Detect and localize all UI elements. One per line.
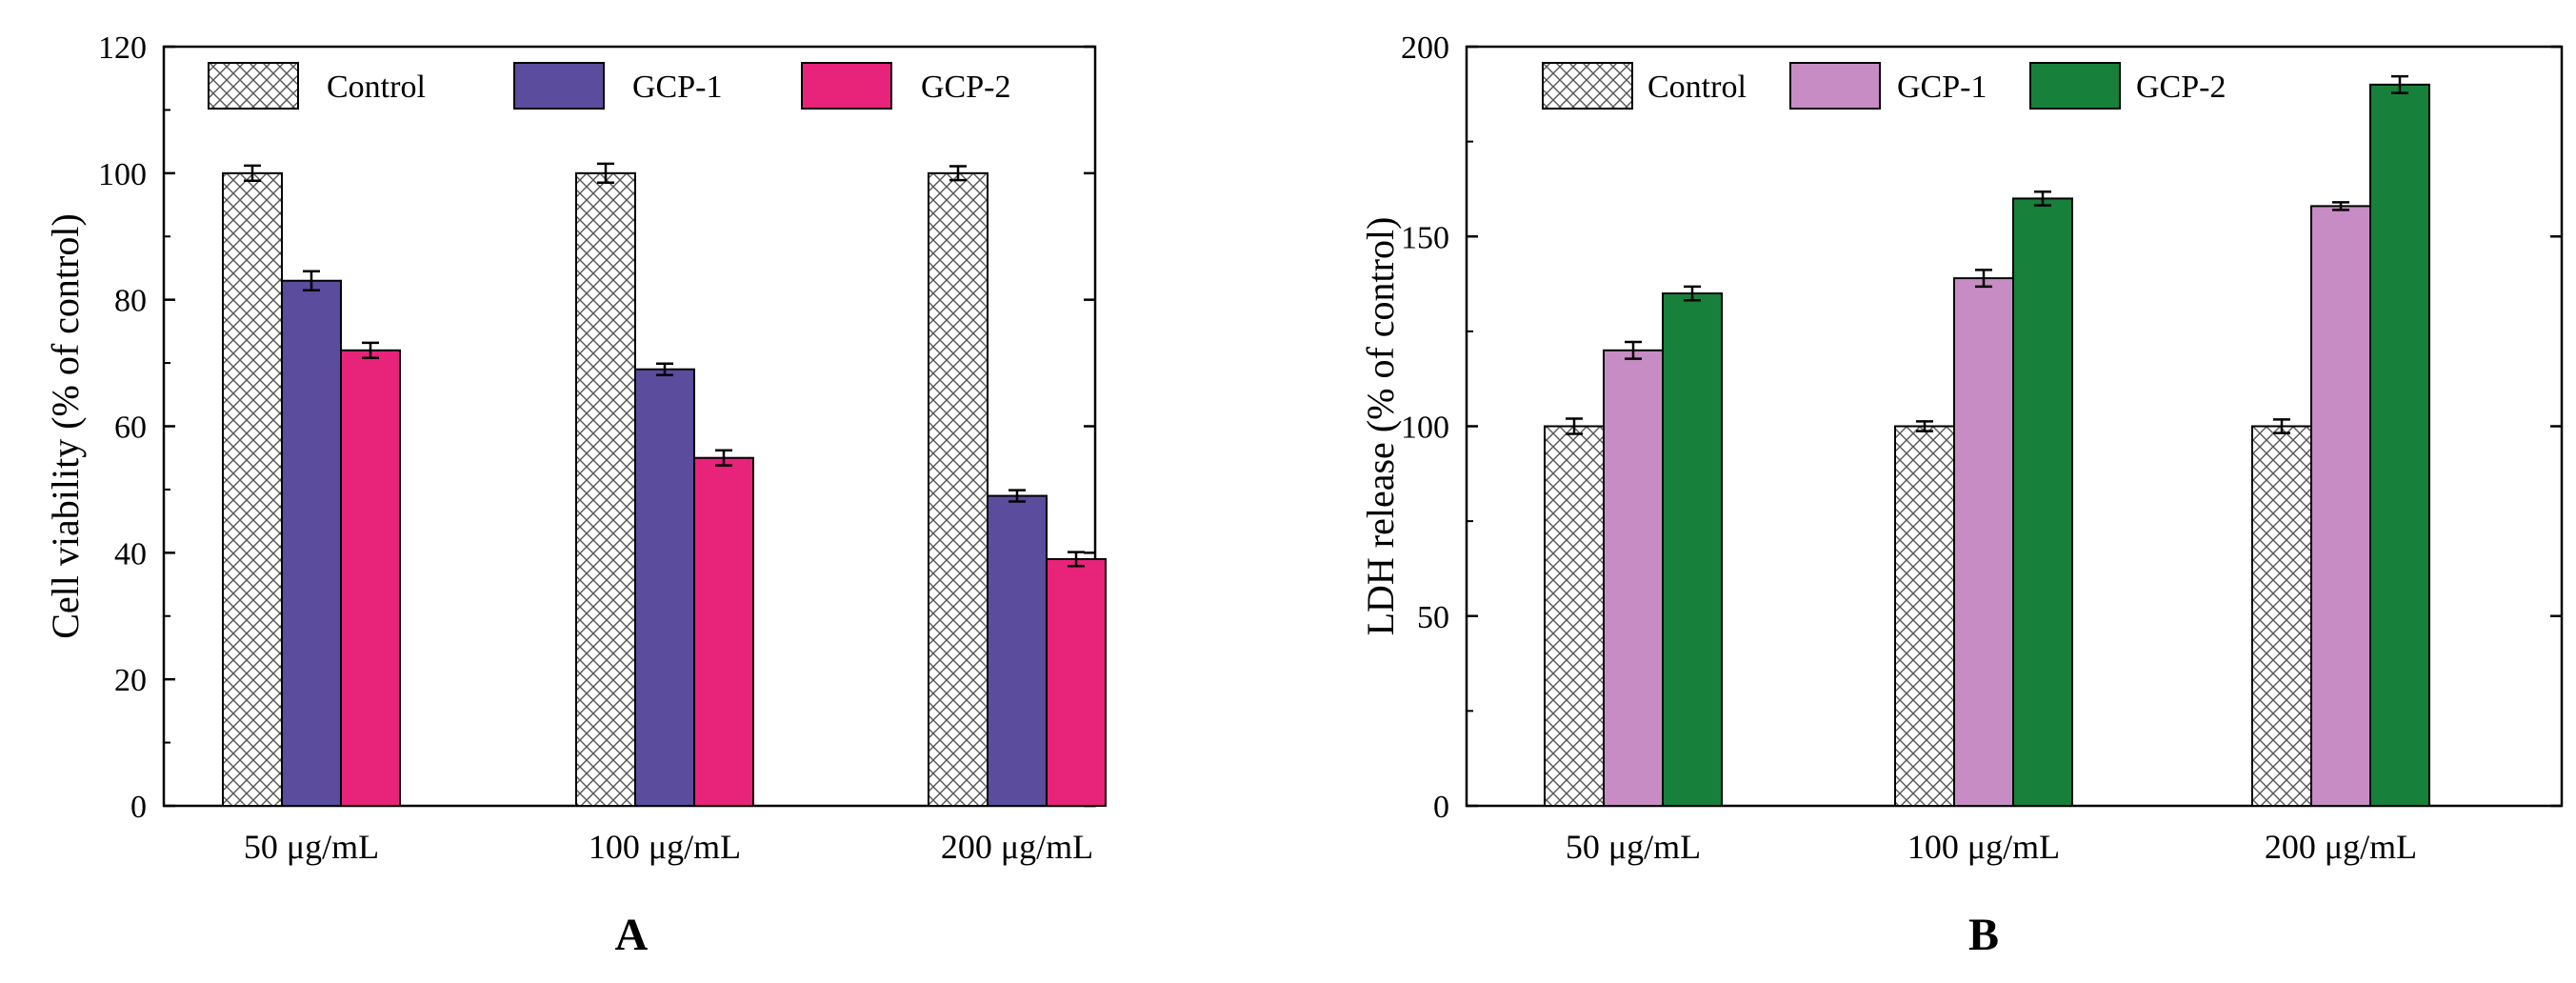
y-tick-label: 200 [1401,30,1449,66]
legend-label: GCP-1 [1897,70,1987,105]
legend-swatch-gcp-1 [1789,62,1881,110]
bar-control [2251,425,2312,807]
y-tick-label: 100 [98,157,147,192]
bar-control [1544,425,1605,807]
x-category-label: 100 μg/mL [1907,828,2060,866]
x-category-label: 50 μg/mL [244,828,379,866]
legend-label: GCP-2 [921,70,1010,105]
bar-gcp-1 [634,368,695,807]
bar-gcp-1 [1603,349,1664,807]
legend-swatch-gcp-1 [513,62,605,110]
bar-gcp-2 [2369,83,2430,808]
y-tick-label: 50 [1417,600,1449,635]
panel-a-chart: 0 20 40 60 80 100 120 Cell viability (% of cont… [44,30,1107,960]
y-tick-label: 20 [114,663,147,698]
legend-swatch-control [1542,62,1633,110]
legend-label: Control [327,70,426,105]
bar-control [1894,425,1955,807]
bar-gcp-2 [2012,197,2073,807]
y-tick-label: 40 [114,536,147,572]
y-tick-label: 80 [114,284,147,319]
y-tick-label: 100 [1401,411,1449,446]
panel-label: B [1968,910,1999,960]
y-tick-label: 120 [98,30,147,66]
legend-label: Control [1647,70,1747,105]
panel-b-chart: 0 50 100 150 200 LDH release (% of control) 50… [1359,30,2564,960]
bar-gcp-2 [693,456,754,807]
bar-control [222,171,283,808]
legend-label: GCP-2 [2136,70,2226,105]
bar-gcp-2 [340,349,401,807]
legend-swatch-gcp-2 [801,62,892,110]
x-category-label: 200 μg/mL [941,828,1093,866]
bar-control [928,171,988,808]
legend-swatch-control [208,62,299,110]
bar-gcp-1 [1953,277,2014,807]
legend-label: GCP-1 [632,70,722,105]
bar-gcp-1 [2310,205,2371,807]
y-tick-label: 0 [1433,790,1449,825]
y-axis-label: LDH release (% of control) [1359,217,1402,636]
y-tick-label: 0 [130,790,147,825]
bar-control [575,171,636,808]
x-category-label: 50 μg/mL [1566,828,1701,866]
bar-gcp-1 [281,279,342,808]
x-category-label: 100 μg/mL [589,828,741,866]
y-axis-label: Cell viability (% of control) [44,213,87,639]
bar-gcp-2 [1662,292,1723,807]
bar-gcp-1 [987,494,1048,808]
bar-gcp-2 [1046,557,1107,807]
y-tick-label: 150 [1401,220,1449,255]
panel-label: A [615,910,649,960]
x-category-label: 200 μg/mL [2265,828,2417,866]
legend-swatch-gcp-2 [2029,62,2121,110]
y-tick-label: 60 [114,411,147,446]
